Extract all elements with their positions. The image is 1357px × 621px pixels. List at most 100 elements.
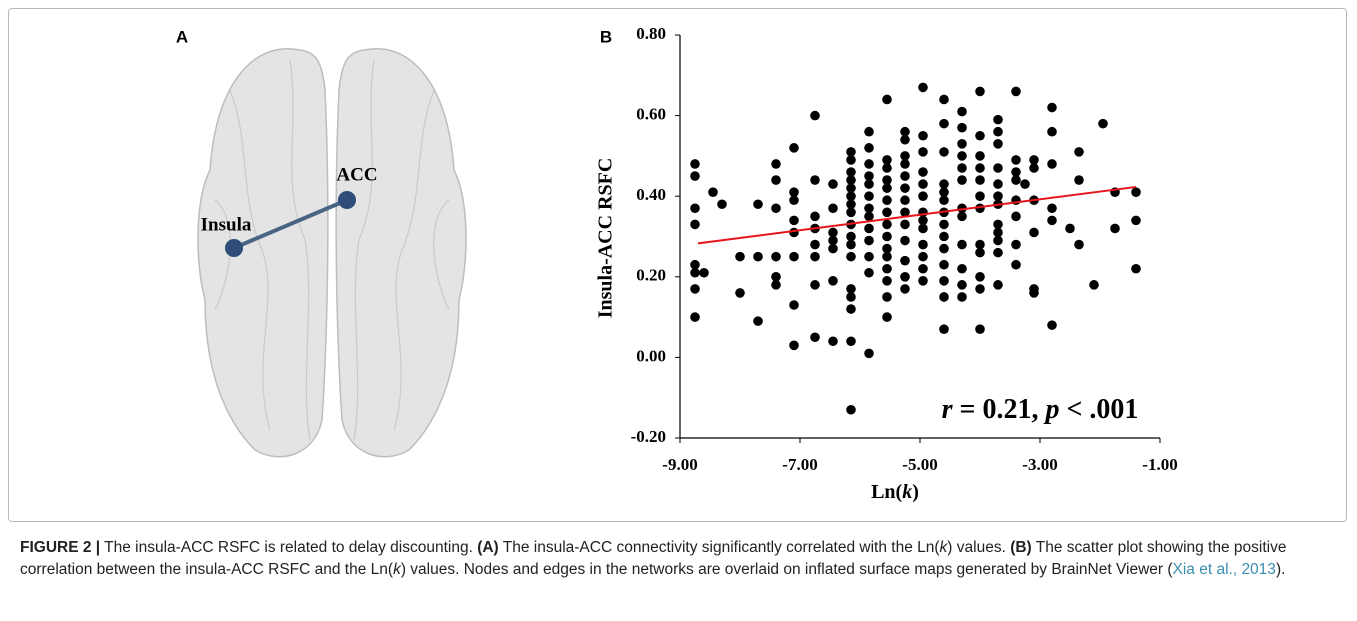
point bbox=[939, 276, 949, 286]
point bbox=[900, 207, 910, 218]
point bbox=[789, 340, 799, 351]
point bbox=[789, 143, 799, 153]
annotation: r = 0.21, p < .001 bbox=[942, 394, 1139, 425]
point bbox=[939, 195, 949, 206]
point bbox=[939, 187, 949, 197]
point bbox=[1011, 86, 1021, 97]
point bbox=[690, 203, 700, 214]
point bbox=[810, 332, 820, 343]
point bbox=[993, 235, 1003, 246]
point bbox=[882, 183, 892, 193]
point bbox=[993, 179, 1003, 189]
x-tick-label: -1.00 bbox=[1142, 455, 1177, 474]
node-label: Insula bbox=[201, 214, 252, 235]
fit-line bbox=[697, 185, 1137, 245]
point bbox=[789, 215, 799, 226]
point bbox=[771, 203, 781, 214]
point bbox=[957, 163, 967, 173]
point bbox=[975, 130, 985, 141]
point bbox=[1011, 211, 1021, 222]
point bbox=[993, 126, 1003, 137]
point bbox=[771, 280, 781, 290]
point bbox=[1029, 227, 1039, 238]
point bbox=[1131, 187, 1141, 197]
point bbox=[882, 207, 892, 218]
point bbox=[993, 247, 1003, 258]
x-tick-label: -5.00 bbox=[902, 455, 937, 474]
caption-text: The insula-ACC connectivity significantl… bbox=[498, 539, 940, 556]
point bbox=[864, 211, 874, 222]
point bbox=[789, 227, 799, 238]
caption-text: The insula-ACC RSFC is related to delay … bbox=[100, 539, 478, 556]
point bbox=[939, 219, 949, 230]
point bbox=[939, 243, 949, 254]
figure-frame bbox=[8, 8, 1347, 522]
point bbox=[918, 239, 928, 250]
point bbox=[975, 163, 985, 173]
figure: A Insula ACC B Insula-ACC RSFC Ln(k) r =… bbox=[176, 24, 1178, 503]
caption-text: ) values. Nodes and edges in the network… bbox=[400, 561, 1173, 578]
point bbox=[900, 272, 910, 282]
point bbox=[828, 243, 838, 254]
point bbox=[900, 219, 910, 230]
label-part: ) bbox=[912, 481, 919, 503]
point bbox=[690, 171, 700, 181]
point bbox=[864, 223, 874, 234]
point bbox=[939, 147, 949, 157]
point bbox=[993, 163, 1003, 173]
point bbox=[717, 199, 727, 210]
point bbox=[975, 191, 985, 201]
point bbox=[882, 163, 892, 173]
point bbox=[735, 288, 745, 298]
point bbox=[828, 203, 838, 214]
point bbox=[882, 292, 892, 302]
y-tick-label: 0.60 bbox=[636, 105, 666, 124]
x-tick-label: -7.00 bbox=[782, 455, 817, 474]
point bbox=[1047, 159, 1057, 169]
caption-text: ) values. bbox=[947, 539, 1011, 556]
point bbox=[882, 243, 892, 254]
point bbox=[939, 292, 949, 302]
node-label: ACC bbox=[336, 164, 377, 185]
point bbox=[864, 191, 874, 201]
point bbox=[864, 203, 874, 214]
annotation-part: < .001 bbox=[1059, 394, 1138, 425]
point bbox=[864, 126, 874, 137]
point bbox=[1011, 259, 1021, 270]
point bbox=[975, 272, 985, 282]
point bbox=[975, 151, 985, 161]
point bbox=[1020, 179, 1030, 189]
point bbox=[771, 251, 781, 262]
point bbox=[900, 195, 910, 206]
point bbox=[789, 300, 799, 310]
point bbox=[939, 118, 949, 129]
point bbox=[846, 199, 856, 210]
point bbox=[975, 324, 985, 334]
point bbox=[864, 267, 874, 278]
point bbox=[810, 239, 820, 250]
y-tick-label: -0.20 bbox=[631, 427, 666, 446]
point bbox=[1065, 223, 1075, 234]
point bbox=[846, 175, 856, 185]
point bbox=[1074, 239, 1084, 250]
point bbox=[918, 215, 928, 226]
point bbox=[957, 211, 967, 222]
point bbox=[810, 280, 820, 290]
point bbox=[690, 267, 700, 278]
citation[interactable]: Xia et al., 2013 bbox=[1172, 561, 1276, 578]
point bbox=[939, 94, 949, 105]
brain bbox=[197, 48, 467, 458]
point bbox=[1029, 288, 1039, 298]
point bbox=[918, 167, 928, 177]
point bbox=[864, 251, 874, 262]
point bbox=[771, 272, 781, 282]
caption-text: (A) bbox=[477, 539, 499, 556]
annotation-part: p bbox=[1043, 394, 1059, 425]
point bbox=[846, 336, 856, 347]
caption-text: The scatter plot showing the positive co… bbox=[20, 539, 1287, 578]
point bbox=[957, 106, 967, 117]
point bbox=[1011, 175, 1021, 185]
point bbox=[882, 195, 892, 206]
point bbox=[939, 179, 949, 189]
point bbox=[846, 231, 856, 242]
